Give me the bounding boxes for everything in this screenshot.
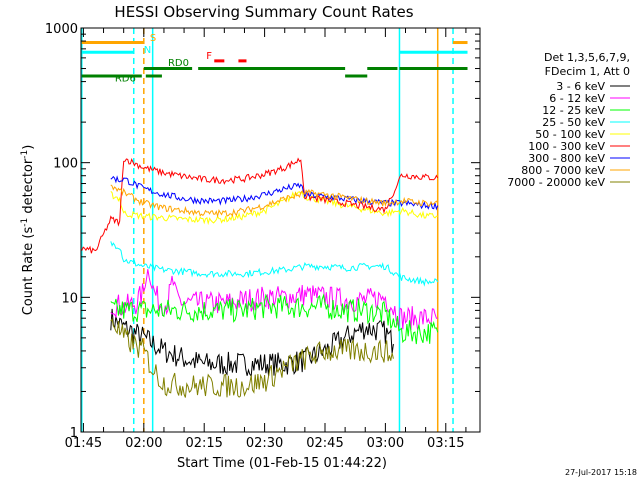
series-3-6-kev	[110, 308, 394, 378]
x-axis-title: Start Time (01-Feb-15 01:44:22)	[177, 456, 387, 471]
series-300-800-kev	[110, 175, 439, 211]
x-tick-label-02-30: 02:30	[246, 436, 283, 451]
y-axis-title: Count Rate (s-1 detector-1)	[20, 145, 36, 316]
status-label-f: F	[206, 51, 212, 62]
x-tick-label-03-15: 03:15	[427, 436, 464, 451]
series-100-300-kev	[81, 157, 439, 254]
legend-label-100-300-kev: 100 - 300 keV	[528, 140, 605, 153]
series-12-25-kev	[110, 293, 439, 345]
y-tick-label-1000: 1000	[45, 22, 78, 37]
plot-frame	[80, 27, 481, 433]
legend-label-25-50-kev: 25 - 50 keV	[542, 116, 605, 129]
chart-title: HESSI Observing Summary Count Rates	[114, 3, 413, 21]
series-7000-20000-kev	[110, 317, 394, 398]
y-tick-label-100: 100	[53, 157, 78, 172]
timestamp: 27-Jul-2017 15:18	[565, 468, 637, 477]
x-tick-label-01-45: 01:45	[65, 436, 102, 451]
legend-label-3-6-kev: 3 - 6 keV	[556, 80, 605, 93]
status-label-rd0: RD0	[168, 58, 189, 69]
y-tick-label-1: 1	[70, 426, 78, 441]
legend-label-6-12-kev: 6 - 12 keV	[549, 92, 605, 105]
legend-label-800-7000-kev: 800 - 7000 keV	[521, 164, 605, 177]
legend-label-50-100-kev: 50 - 100 keV	[535, 128, 605, 141]
x-tick-label-03-00: 03:00	[367, 436, 404, 451]
status-label-rd6: RD6	[115, 74, 136, 85]
series-800-7000-kev	[110, 184, 439, 219]
y-tick-label-10: 10	[61, 291, 78, 306]
status-label-s: S	[150, 33, 156, 44]
x-tick-label-02-45: 02:45	[306, 436, 343, 451]
plot-area: SN F RD0 RD6	[81, 28, 468, 432]
x-tick-label-02-15: 02:15	[185, 436, 222, 451]
legend-label-300-800-kev: 300 - 800 keV	[528, 152, 605, 165]
legend-label-12-25-kev: 12 - 25 keV	[542, 104, 605, 117]
series-25-50-kev	[110, 241, 439, 287]
status-label-n: N	[144, 45, 151, 56]
x-tick-label-02-00: 02:00	[125, 436, 162, 451]
legend-header-line-2: FDecim 1, Att 0	[545, 65, 630, 78]
legend-header-line-1: Det 1,3,5,6,7,9,	[544, 51, 630, 64]
legend: Det 1,3,5,6,7,9, FDecim 1, Att 0 3 - 6 k…	[507, 51, 630, 189]
series-50-100-kev	[110, 190, 438, 226]
legend-label-7000-20000-kev: 7000 - 20000 keV	[507, 176, 605, 189]
